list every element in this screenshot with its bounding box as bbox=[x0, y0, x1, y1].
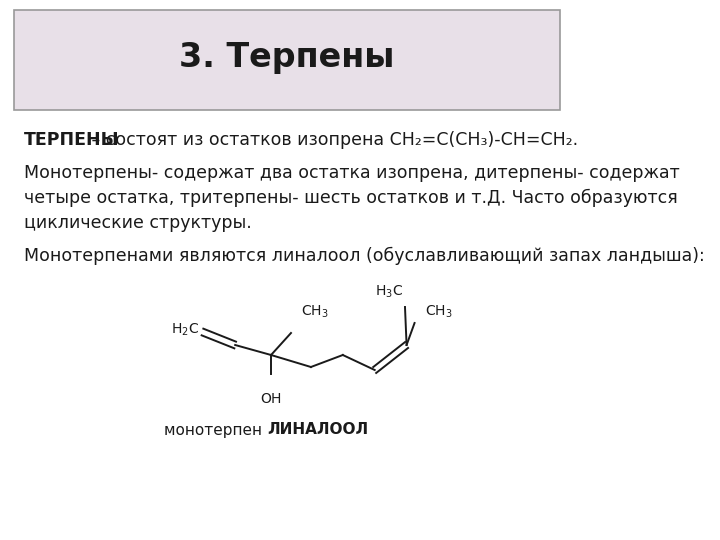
Text: $\mathrm{H_3C}$: $\mathrm{H_3C}$ bbox=[375, 284, 403, 300]
Text: ЛИНАЛООЛ: ЛИНАЛООЛ bbox=[267, 422, 368, 437]
Text: четыре остатка, тритерпены- шесть остатков и т.Д. Часто образуются: четыре остатка, тритерпены- шесть остатк… bbox=[24, 189, 678, 207]
Text: $\mathrm{CH_3}$: $\mathrm{CH_3}$ bbox=[425, 303, 453, 320]
Text: – состоят из остатков изопрена CH₂=C(CH₃)-CH=CH₂.: – состоят из остатков изопрена CH₂=C(CH₃… bbox=[86, 131, 578, 149]
Text: $\mathrm{H_2C}$: $\mathrm{H_2C}$ bbox=[171, 322, 199, 338]
Text: $\mathrm{CH_3}$: $\mathrm{CH_3}$ bbox=[302, 303, 329, 320]
Text: монотерпен: монотерпен bbox=[164, 422, 267, 437]
Text: ТЕРПЕНЫ: ТЕРПЕНЫ bbox=[24, 131, 120, 149]
Text: Монотерпенами являются линалоол (обуславливающий запах ландыша):: Монотерпенами являются линалоол (обуслав… bbox=[24, 247, 705, 265]
Text: 3. Терпены: 3. Терпены bbox=[179, 42, 395, 75]
FancyBboxPatch shape bbox=[14, 10, 559, 110]
Text: $\mathrm{OH}$: $\mathrm{OH}$ bbox=[260, 392, 282, 406]
Text: Монотерпены- содержат два остатка изопрена, дитерпены- содержат: Монотерпены- содержат два остатка изопре… bbox=[24, 164, 680, 182]
Text: циклические структуры.: циклические структуры. bbox=[24, 214, 252, 232]
